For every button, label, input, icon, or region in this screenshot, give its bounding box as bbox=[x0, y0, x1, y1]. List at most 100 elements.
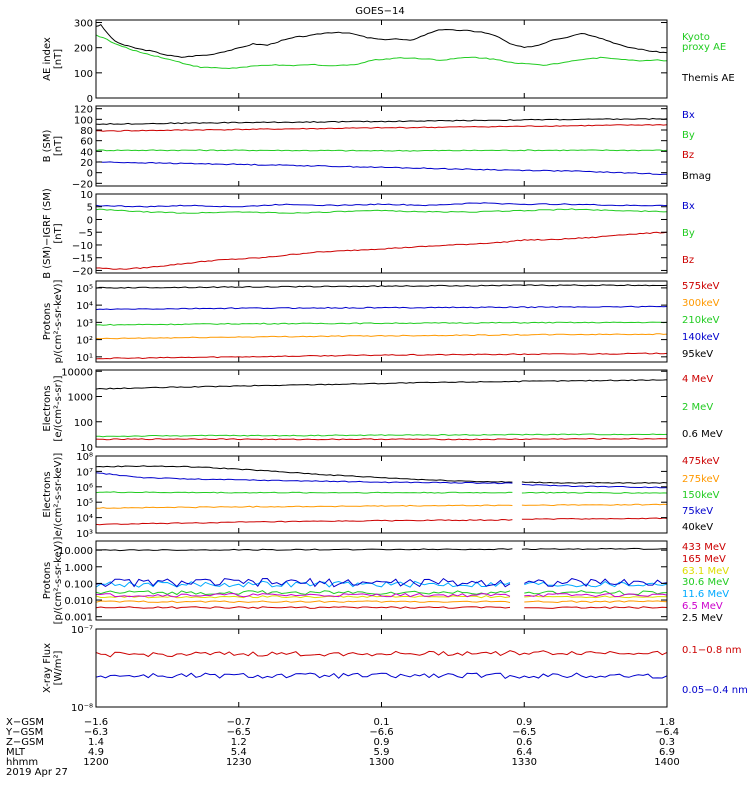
y-tick-label: 10³ bbox=[76, 318, 93, 329]
y-axis-label: [p/(cm²-s-sr-keV)] bbox=[53, 537, 64, 625]
series-line-2-MeV bbox=[96, 433, 667, 438]
legend-entry: 475keV bbox=[682, 456, 720, 467]
y-axis-label: p/(cm²-s-sr-keV)] bbox=[53, 280, 64, 364]
legend-entry: 11.6 MeV bbox=[682, 589, 729, 600]
panel-protons1: 10¹ 10² 10³ 10⁴ 10⁵ Protons p/(cm²-s-sr-keV)] 5… bbox=[42, 280, 720, 364]
y-axis-label: [nT] bbox=[53, 49, 64, 69]
legend-entry: 575keV bbox=[682, 281, 720, 292]
x-tick-label: 1300 bbox=[369, 757, 394, 768]
y-axis-label: Electrons bbox=[42, 471, 53, 517]
panel-xray: 10⁻⁸ 10⁻⁷ X-ray Flux [W/m²] 0.1−0.8 nm 0.05−0… bbox=[42, 625, 748, 714]
y-tick-label: 10 bbox=[80, 443, 93, 454]
x-tick-label: −6.5 bbox=[512, 727, 536, 738]
panel-frame bbox=[95, 105, 668, 187]
y-tick-label: 10⁵ bbox=[76, 498, 93, 509]
y-tick-label: 0 bbox=[87, 169, 93, 180]
panel-bigrf: −20−15 −10 −5 05 10 B (SM)−IGRF (SM) [nT] Bx By B… bbox=[42, 188, 695, 279]
y-axis-label: [nT] bbox=[53, 136, 64, 156]
series-line-575keV bbox=[96, 352, 667, 360]
x-tick-label: 1200 bbox=[83, 757, 108, 768]
y-tick-label: 10⁷ bbox=[76, 467, 93, 478]
legend-entry: By bbox=[682, 228, 695, 239]
legend-entry: 6.5 MeV bbox=[682, 601, 723, 612]
legend-entry: 2.5 MeV bbox=[682, 613, 723, 624]
panel-frame bbox=[95, 455, 668, 534]
y-tick-label: −20 bbox=[72, 179, 93, 190]
series-line-Kyoto-proxy-AE bbox=[96, 34, 667, 70]
x-tick-label: 1.8 bbox=[659, 717, 675, 728]
y-tick-label: −15 bbox=[72, 254, 93, 265]
x-tick-label: −6.5 bbox=[227, 727, 251, 738]
x-tick-label: 1330 bbox=[512, 757, 537, 768]
legend-entry: Bx bbox=[682, 201, 695, 212]
y-tick-label: 10⁻⁸ bbox=[71, 703, 93, 714]
series-line-Themis-AE bbox=[96, 23, 667, 58]
y-tick-label: 40 bbox=[80, 147, 93, 158]
y-tick-label: 0 bbox=[87, 94, 93, 105]
series-line-Bx bbox=[96, 161, 667, 176]
x-tick-label: −6.6 bbox=[369, 727, 393, 738]
y-axis-label: [e/(cm²-s-sr)] bbox=[53, 375, 64, 441]
series-line-275keV bbox=[96, 503, 667, 509]
legend-entry: 0.1−0.8 nm bbox=[682, 645, 741, 656]
series-line-0.6-MeV bbox=[96, 379, 667, 390]
x-tick-label: −0.7 bbox=[227, 717, 251, 728]
y-tick-label: 20 bbox=[80, 158, 93, 169]
y-tick-label: 10⁵ bbox=[76, 284, 93, 295]
x-axis-row-label: MLT bbox=[6, 747, 26, 758]
legend-entry: Themis AE bbox=[681, 73, 735, 84]
panel-frame bbox=[95, 369, 668, 448]
series-line-40keV bbox=[96, 465, 667, 484]
y-tick-label: 10000 bbox=[61, 367, 93, 378]
legend-entry: 2 MeV bbox=[682, 402, 713, 413]
panel-electrons1: 10 100 1000 10000 Electrons [e/(cm²-s-sr)] 4 M… bbox=[42, 367, 723, 454]
y-tick-label: 0.100 bbox=[64, 579, 93, 590]
series-line-By bbox=[96, 208, 667, 214]
y-tick-label: 10² bbox=[76, 336, 93, 347]
y-axis-label: Protons bbox=[42, 562, 53, 599]
series-line-75keV bbox=[96, 472, 667, 489]
series-line-By bbox=[96, 149, 667, 152]
panel-frame bbox=[95, 628, 668, 708]
series-line-210keV bbox=[96, 321, 667, 326]
series-line-Bz bbox=[96, 124, 667, 132]
legend-entry: 165 MeV bbox=[682, 554, 726, 565]
x-tick-label: 0.9 bbox=[374, 737, 390, 748]
y-tick-label: 10⁸ bbox=[76, 452, 93, 463]
y-axis-label: B (SM)−IGRF (SM) bbox=[42, 188, 53, 279]
panel-frame bbox=[95, 19, 668, 99]
series-line-0.05−0.4-nm bbox=[96, 672, 667, 680]
y-axis-label: [W/m²] bbox=[53, 650, 64, 685]
y-tick-label: 10⁴ bbox=[76, 514, 93, 525]
x-tick-label: 1400 bbox=[654, 757, 679, 768]
legend-entry: 63.1 MeV bbox=[682, 566, 729, 577]
series-line-433-MeV bbox=[96, 606, 667, 609]
y-axis-label: X-ray Flux bbox=[42, 643, 53, 693]
y-tick-label: 10⁶ bbox=[76, 483, 93, 494]
y-tick-label: 1.000 bbox=[64, 563, 93, 574]
x-tick-label: 5.9 bbox=[374, 747, 390, 758]
series-line-165-MeV bbox=[96, 600, 667, 604]
y-axis-label: Protons bbox=[42, 303, 53, 340]
series-line-30.6-MeV bbox=[96, 590, 667, 596]
x-axis-date: 2019 Apr 27 bbox=[6, 767, 68, 778]
x-axis-row-label: X−GSM bbox=[6, 717, 44, 728]
legend-entry: Bmag bbox=[682, 171, 711, 182]
legend-entry: 75keV bbox=[682, 506, 713, 517]
series-line-4-MeV bbox=[96, 437, 667, 441]
series-line-150keV bbox=[96, 491, 667, 494]
legend-entry: 4 MeV bbox=[682, 374, 713, 385]
x-tick-label: 0.1 bbox=[374, 717, 390, 728]
y-axis-label: Electrons bbox=[42, 385, 53, 431]
y-tick-label: 1000 bbox=[68, 393, 93, 404]
y-tick-label: 0.001 bbox=[64, 613, 93, 624]
x-tick-label: 1.2 bbox=[231, 737, 247, 748]
legend-entry: Kyoto bbox=[682, 32, 710, 43]
y-tick-label: 120 bbox=[74, 105, 93, 116]
legend-entry: Bx bbox=[682, 110, 695, 121]
panel-protons2: 0.001 0.010 0.100 1.000 10.000 Protons [p/(cm²… bbox=[42, 537, 729, 625]
y-axis-label: AE index bbox=[42, 37, 53, 81]
